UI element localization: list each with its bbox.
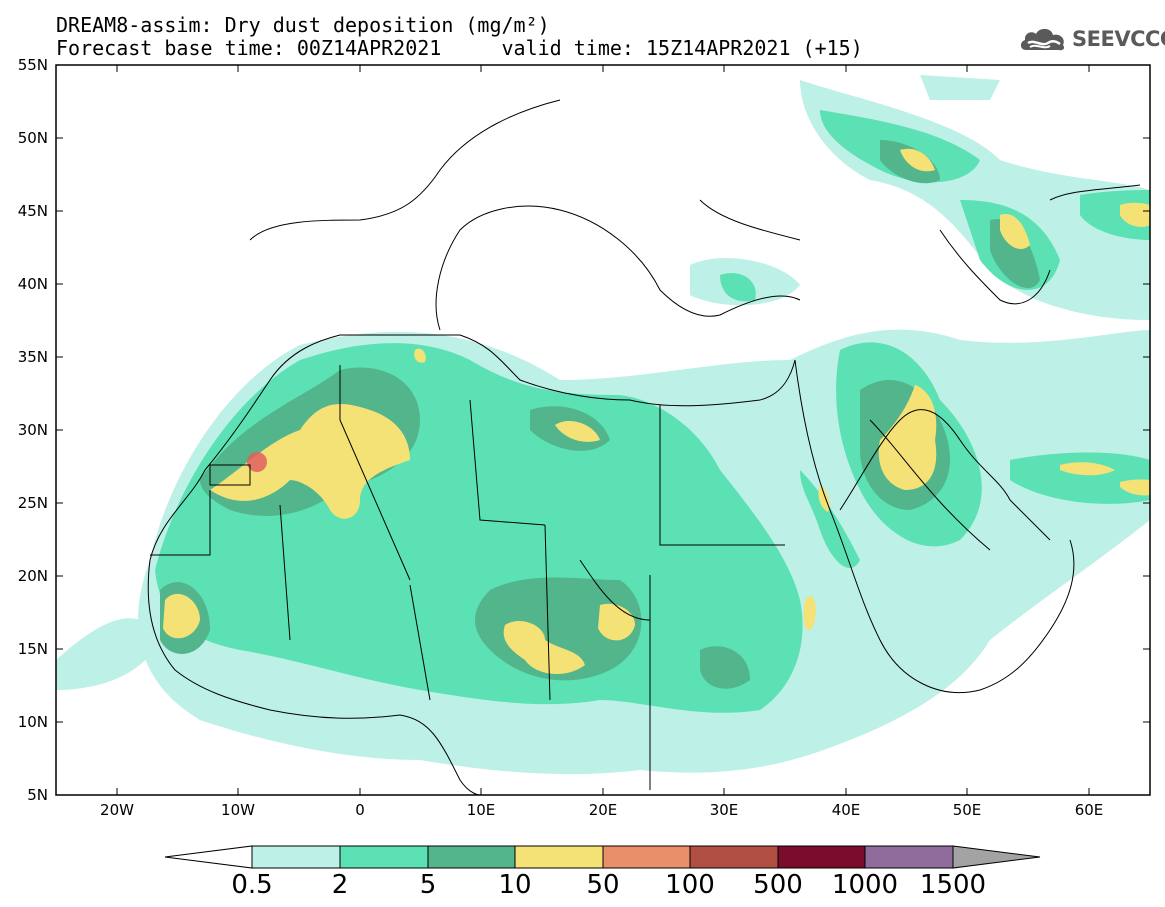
colorbar-swatch-1 [339, 845, 429, 869]
colorbar-under-arrow [164, 845, 253, 869]
lon-label: 20E [588, 801, 618, 819]
chart-title: DREAM8-assim: Dry dust deposition (mg/m²… [56, 13, 550, 37]
lon-label: 10E [466, 801, 496, 819]
colorbar-label: 10 [498, 870, 532, 900]
colorbar-label: 500 [753, 870, 803, 900]
level-10-50 [163, 148, 1150, 675]
colorbar-swatch-0 [251, 845, 341, 869]
lat-label: 20N [17, 567, 48, 585]
cloud-logo-icon [1020, 28, 1065, 51]
colorbar-label: 0.5 [231, 870, 273, 900]
lon-label: 20W [100, 801, 134, 819]
lat-label: 40N [17, 275, 48, 293]
lat-label: 25N [17, 494, 48, 512]
colorbar-swatch-3 [514, 845, 604, 869]
seevccc-logo: SEEVCCC [1018, 22, 1165, 56]
colorbar-label: 50 [586, 870, 620, 900]
colorbar-label: 1500 [919, 870, 987, 900]
lon-label: 10W [221, 801, 255, 819]
colorbar-swatch-5 [689, 845, 779, 869]
lon-label: 50E [952, 801, 982, 819]
colorbar-swatch-2 [427, 845, 516, 869]
coastlines [147, 99, 1141, 795]
axis-ticks [56, 65, 1150, 795]
source-marker [247, 452, 267, 472]
lat-label: 5N [27, 786, 48, 804]
colorbar-swatch-4 [602, 845, 691, 869]
colorbar [164, 845, 1041, 869]
lon-label: 0 [355, 801, 365, 819]
colorbar-label: 100 [665, 870, 715, 900]
lat-label: 55N [17, 56, 48, 74]
colorbar-swatch-7 [864, 845, 954, 869]
lon-label: 40E [831, 801, 861, 819]
lat-label: 30N [17, 421, 48, 439]
lat-label: 50N [17, 129, 48, 147]
lat-label: 10N [17, 713, 48, 731]
lat-label: 45N [17, 202, 48, 220]
lat-label: 35N [17, 348, 48, 366]
lat-label: 15N [17, 640, 48, 658]
colorbar-label: 2 [331, 870, 349, 900]
colorbar-swatch-6 [777, 845, 866, 869]
logo-text: SEEVCCC [1072, 27, 1165, 51]
forecast-times: Forecast base time: 00Z14APR2021 valid t… [56, 36, 863, 60]
lon-label: 60E [1074, 801, 1104, 819]
colorbar-label: 5 [419, 870, 437, 900]
colorbar-label: 1000 [831, 870, 899, 900]
colorbar-over-arrow [952, 845, 1041, 869]
lon-label: 30E [709, 801, 739, 819]
dust-fields [56, 75, 1150, 795]
